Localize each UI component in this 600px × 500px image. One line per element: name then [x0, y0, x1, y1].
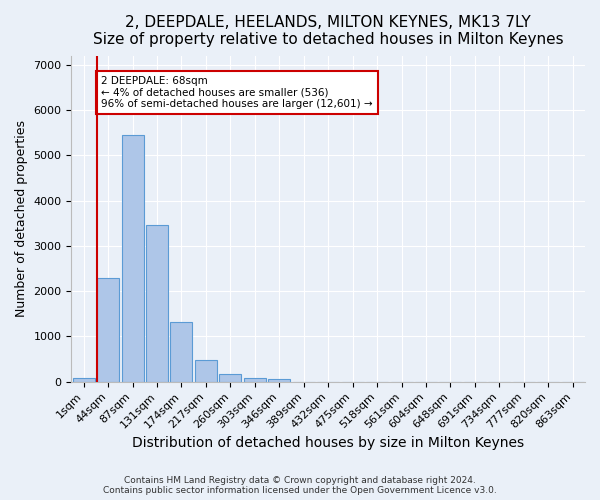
Bar — [244, 378, 266, 382]
Text: 2 DEEPDALE: 68sqm
← 4% of detached houses are smaller (536)
96% of semi-detached: 2 DEEPDALE: 68sqm ← 4% of detached house… — [101, 76, 373, 109]
Bar — [97, 278, 119, 382]
Bar — [146, 226, 168, 382]
Bar — [73, 378, 95, 382]
X-axis label: Distribution of detached houses by size in Milton Keynes: Distribution of detached houses by size … — [132, 436, 524, 450]
Bar — [122, 135, 143, 382]
Text: Contains HM Land Registry data © Crown copyright and database right 2024.
Contai: Contains HM Land Registry data © Crown c… — [103, 476, 497, 495]
Bar — [220, 374, 241, 382]
Bar — [268, 380, 290, 382]
Bar — [170, 322, 193, 382]
Y-axis label: Number of detached properties: Number of detached properties — [15, 120, 28, 317]
Bar — [195, 360, 217, 382]
Title: 2, DEEPDALE, HEELANDS, MILTON KEYNES, MK13 7LY
Size of property relative to deta: 2, DEEPDALE, HEELANDS, MILTON KEYNES, MK… — [93, 15, 563, 48]
